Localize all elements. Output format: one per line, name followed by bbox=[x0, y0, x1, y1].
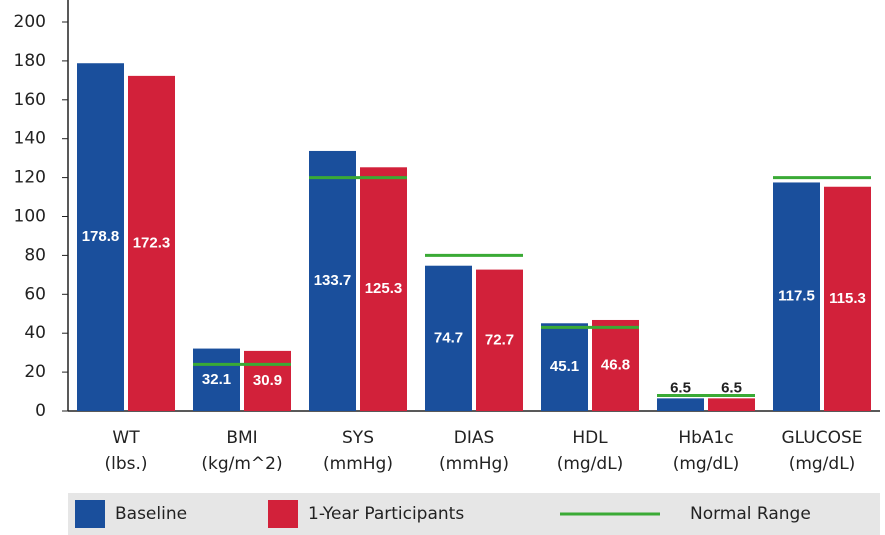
y-tick-label: 40 bbox=[24, 323, 46, 343]
value-label: 172.3 bbox=[133, 234, 171, 251]
bar bbox=[824, 186, 871, 411]
x-tick-label: DIAS bbox=[454, 428, 495, 448]
value-label: 46.8 bbox=[601, 356, 630, 373]
x-tick-label: (kg/m^2) bbox=[201, 454, 282, 474]
value-label: 6.5 bbox=[670, 379, 691, 396]
x-tick-label: BMI bbox=[226, 428, 257, 448]
x-tick-label: (mg/dL) bbox=[673, 454, 740, 474]
legend-background bbox=[68, 493, 880, 535]
value-label: 178.8 bbox=[82, 228, 120, 245]
bar bbox=[773, 182, 820, 411]
legend-swatch bbox=[268, 500, 298, 528]
bar bbox=[360, 167, 407, 411]
x-tick-label: (mg/dL) bbox=[789, 454, 856, 474]
y-tick-label: 20 bbox=[24, 362, 46, 382]
value-label: 32.1 bbox=[202, 371, 231, 388]
x-tick-label: WT bbox=[112, 428, 140, 448]
x-tick-label: (mmHg) bbox=[439, 454, 509, 474]
value-label: 6.5 bbox=[721, 379, 742, 396]
value-label: 125.3 bbox=[365, 280, 403, 297]
y-tick-label: 60 bbox=[24, 284, 46, 304]
bar bbox=[77, 63, 124, 411]
y-tick-label: 120 bbox=[14, 168, 46, 188]
value-label: 74.7 bbox=[434, 329, 463, 346]
y-tick-label: 200 bbox=[14, 12, 46, 32]
y-tick-label: 0 bbox=[35, 401, 46, 421]
value-label: 115.3 bbox=[829, 290, 866, 307]
bar bbox=[708, 398, 755, 411]
y-tick-label: 80 bbox=[24, 245, 46, 265]
bar bbox=[309, 150, 356, 412]
legend-label: Normal Range bbox=[690, 504, 811, 524]
bar bbox=[193, 348, 240, 411]
y-tick-label: 180 bbox=[14, 51, 46, 71]
legend-swatch bbox=[75, 500, 105, 528]
bar bbox=[476, 269, 523, 411]
x-tick-label: (mg/dL) bbox=[557, 454, 624, 474]
x-tick-label: HbA1c bbox=[678, 428, 733, 448]
bar bbox=[657, 398, 704, 411]
value-label: 72.7 bbox=[485, 331, 514, 348]
bar bbox=[592, 319, 639, 411]
bar bbox=[425, 265, 472, 411]
bar bbox=[128, 75, 175, 412]
bar bbox=[244, 350, 291, 411]
value-label: 117.5 bbox=[778, 288, 815, 305]
x-tick-label: (lbs.) bbox=[104, 454, 147, 474]
value-label: 133.7 bbox=[314, 272, 352, 289]
bar bbox=[541, 323, 588, 411]
x-tick-label: SYS bbox=[342, 428, 374, 448]
value-label: 30.9 bbox=[253, 372, 282, 389]
x-tick-label: GLUCOSE bbox=[781, 428, 862, 448]
legend-label: 1-Year Participants bbox=[308, 504, 464, 524]
value-label: 45.1 bbox=[550, 358, 579, 375]
legend-label: Baseline bbox=[115, 504, 187, 524]
y-tick-label: 100 bbox=[14, 207, 46, 227]
x-tick-label: (mmHg) bbox=[323, 454, 393, 474]
y-tick-label: 140 bbox=[14, 129, 46, 149]
x-tick-label: HDL bbox=[572, 428, 608, 448]
y-tick-label: 160 bbox=[14, 90, 46, 110]
